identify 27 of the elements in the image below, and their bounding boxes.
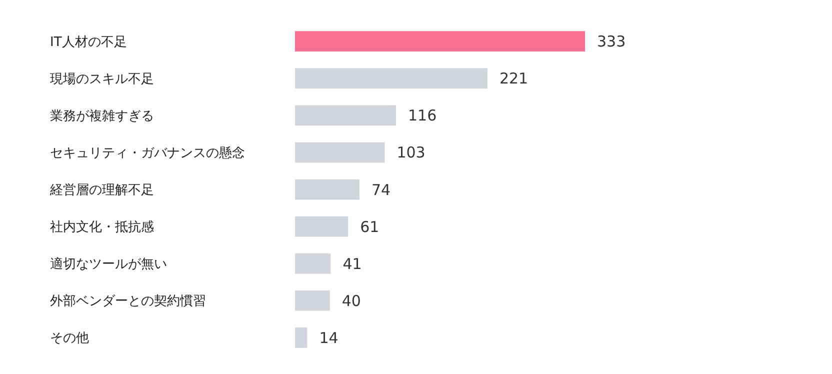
bar — [295, 68, 488, 89]
y-tick-label: 現場のスキル不足 — [50, 72, 154, 87]
bar — [295, 142, 385, 163]
bar — [295, 253, 331, 274]
bar — [295, 216, 348, 237]
data-label: 61 — [360, 218, 380, 236]
data-label: 40 — [342, 292, 361, 310]
bar — [295, 179, 360, 200]
bar — [295, 327, 308, 348]
data-label: 333 — [597, 32, 626, 51]
y-tick-label: 社内文化・抵抗感 — [50, 220, 154, 236]
bar — [295, 105, 396, 126]
y-tick-label: 適切なツールが無い — [50, 256, 167, 272]
y-tick-label: セキュリティ・ガバナンスの懸念 — [50, 146, 245, 162]
data-label: 74 — [371, 180, 391, 199]
data-label: 41 — [342, 254, 362, 273]
bar — [295, 31, 585, 52]
bar — [295, 290, 330, 311]
data-label: 14 — [319, 328, 338, 347]
y-tick-label: 経営層の理解不足 — [49, 183, 154, 198]
data-label: 116 — [408, 106, 437, 125]
data-label: 221 — [499, 70, 528, 88]
y-tick-label: 業務が複雑すぎる — [50, 108, 154, 124]
y-tick-label: その他 — [50, 331, 89, 346]
y-tick-label: 外部ベンダーとの契約慣習 — [50, 294, 206, 310]
data-label: 103 — [396, 144, 426, 162]
y-tick-label: IT人材の不足 — [50, 34, 127, 50]
